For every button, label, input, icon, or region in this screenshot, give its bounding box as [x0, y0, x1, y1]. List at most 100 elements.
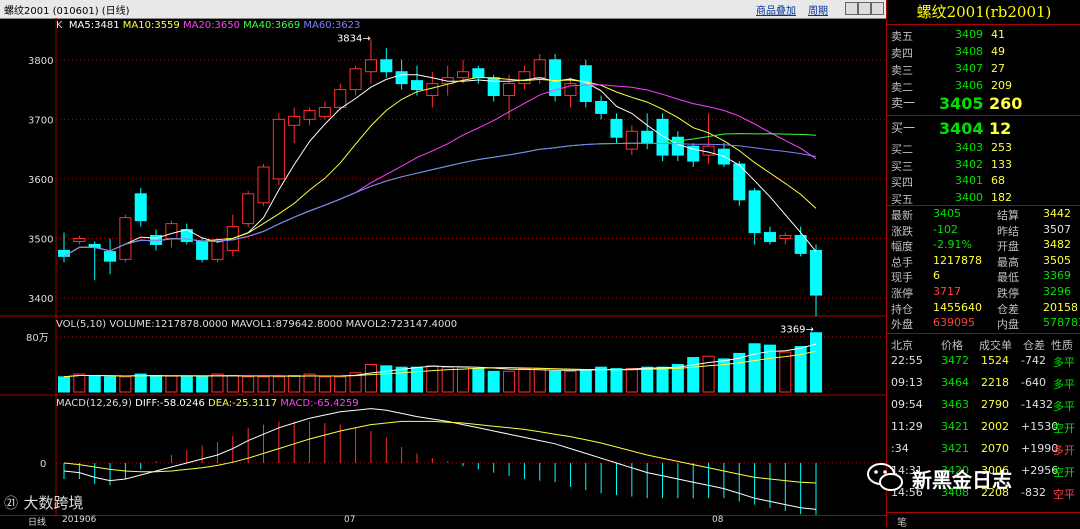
candle-body — [503, 83, 516, 97]
tick-oi: -1432 — [1021, 398, 1053, 411]
stat-row: 持仓 1455640 仓差 20158 — [887, 301, 1080, 316]
stat-row: 总手 1217878 最高 3505 — [887, 254, 1080, 269]
candle-body — [733, 163, 746, 201]
volume-bar — [57, 376, 71, 393]
candle-body — [134, 193, 147, 222]
candle-body — [334, 89, 347, 108]
candle-body — [272, 118, 285, 180]
tick-header-oi: 仓差 — [1023, 339, 1045, 352]
tick-volume: 3006 — [981, 464, 1009, 477]
candle-body — [288, 115, 301, 126]
logo-text: 大数跨境 — [23, 494, 84, 512]
volume-bar — [334, 376, 347, 393]
candle-body — [104, 251, 117, 262]
date-label-jul: 07 — [344, 515, 356, 525]
volume-bar — [717, 358, 730, 393]
tick-time: 11:29 — [891, 420, 923, 433]
wechat-icon — [867, 463, 903, 491]
ma10-value: MA10:3559 — [122, 20, 180, 31]
bid-price: 3403 — [955, 141, 983, 154]
macd-tick-label: 0 — [40, 459, 46, 470]
candle-body — [564, 83, 577, 97]
candle-body — [487, 77, 500, 97]
restore-icon[interactable] — [858, 2, 871, 15]
price-tick-label: 3600 — [28, 175, 53, 186]
macd-legend: MACD(12,26,9) DIFF:-58.0246 DEA:-25.3117… — [56, 398, 359, 409]
ma-legend: K MA5:3481 MA10:3559 MA20:3650 MA40:3669… — [56, 20, 360, 31]
volume-bar — [88, 374, 101, 393]
candle-body — [211, 240, 224, 260]
ask-volume: 41 — [991, 28, 1005, 41]
tick-oi: +1990 — [1021, 442, 1059, 455]
tick-row: 14:31 3420 3006 +2956 空开 — [887, 464, 1080, 479]
candle-body — [595, 100, 608, 114]
macd-prefix: MACD(12,26,9) — [56, 398, 132, 409]
quote-panel: 螺纹2001(rb2001) 卖五 3409 41 卖四 3408 49 卖三 3407 27 卖… — [886, 0, 1080, 529]
candle-body — [456, 71, 470, 79]
volume-bar — [318, 376, 331, 393]
volume-bar — [456, 366, 470, 393]
stat-value: -2.91% — [933, 238, 972, 252]
ask-label: 卖二 — [891, 81, 913, 94]
tick-price: 3408 — [941, 486, 969, 499]
candle-body — [656, 118, 669, 156]
stat-value: 3482 — [1043, 238, 1071, 252]
bid-row: 买三 3402 133 — [887, 158, 1080, 173]
tick-header-type: 性质 — [1051, 339, 1073, 352]
stat-label: 涨停 — [891, 287, 913, 300]
volume-bar — [533, 368, 546, 393]
stat-label: 最高 — [997, 255, 1019, 269]
stat-label: 总手 — [891, 255, 913, 269]
volume-bar — [426, 365, 439, 393]
volume-bar — [641, 366, 654, 393]
bid-volume: 68 — [991, 174, 1005, 187]
stat-label: 最新 — [891, 209, 913, 222]
brand-logo: ㉑ 大数跨境 — [4, 492, 84, 513]
instrument-title: 螺纹2001(rb2001) — [916, 3, 1052, 21]
stat-label: 幅度 — [891, 240, 913, 254]
bid-label: 买三 — [891, 159, 913, 173]
logo-mark-icon: ㉑ — [4, 496, 18, 512]
overlay-commodity-link[interactable]: 商品叠加 — [756, 6, 796, 17]
stat-label: 现手 — [891, 271, 913, 285]
candle-body — [119, 217, 132, 260]
tick-time: 14:56 — [891, 486, 923, 499]
tick-volume: 2070 — [981, 442, 1009, 455]
stat-value: 3296 — [1043, 285, 1071, 298]
volume-bar — [733, 352, 746, 393]
stat-value: 578783 — [1043, 316, 1080, 330]
period-tab[interactable]: 日线 — [28, 518, 47, 528]
volume-bar — [625, 368, 638, 393]
tick-price: 3421 — [941, 420, 969, 433]
candle-body — [702, 145, 715, 156]
price-tick-label: 3800 — [28, 56, 53, 67]
k-label: K — [56, 20, 63, 31]
close-icon[interactable] — [871, 2, 884, 15]
period-link[interactable]: 周期 — [808, 6, 828, 17]
tick-tab[interactable]: 笔 — [897, 518, 907, 529]
bid-label: 买二 — [891, 143, 913, 156]
mavol10-line — [63, 350, 817, 378]
tick-oi: -640 — [1021, 376, 1046, 389]
bid-volume: 12 — [989, 119, 1012, 138]
candle-body — [73, 238, 86, 242]
ask-row: 卖五 3409 41 — [887, 28, 1080, 43]
low-annotation: 3369→ — [780, 325, 814, 336]
wechat-watermark: 新黑金日志 — [866, 458, 1056, 498]
volume-legend: VOL(5,10) VOLUME:1217878.0000 MAVOL1:879… — [56, 319, 458, 330]
volume-bar — [503, 370, 516, 393]
volume-bar — [180, 376, 193, 393]
minimize-icon[interactable] — [845, 2, 858, 15]
volume-bar — [211, 373, 224, 393]
volume-bar — [610, 368, 623, 393]
price-tick-label: 3400 — [28, 294, 53, 305]
kline-chart[interactable]: 3800 3700 3600 3500 3400 3834→ 3369→ 80万 0 — [0, 0, 886, 515]
macd-value: MACD:-65.4259 — [280, 398, 359, 409]
tick-volume: 2218 — [981, 376, 1009, 389]
macd-dea: DEA:-25.3117 — [208, 398, 278, 409]
volume-bar — [226, 374, 239, 393]
volume-bar — [288, 374, 301, 393]
ask-row: 卖三 3407 27 — [887, 62, 1080, 77]
candle-body — [549, 59, 562, 97]
stat-row: 涨停 3717 跌停 3296 — [887, 285, 1080, 300]
